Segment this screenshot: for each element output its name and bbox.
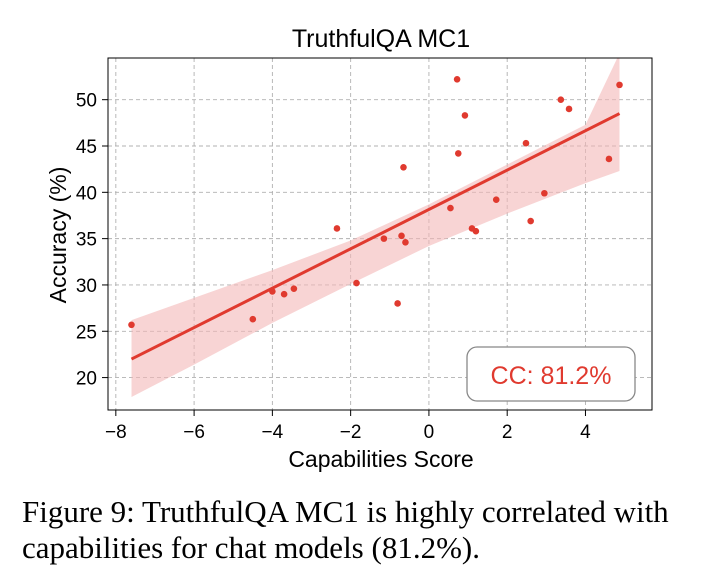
data-point [290,285,298,292]
y-tick-label: 35 [76,230,97,251]
figure-caption: Figure 9: TruthfulQA MC1 is highly corre… [22,494,669,565]
x-tick-label: 0 [424,422,435,443]
x-tick-label: −6 [183,422,205,443]
confidence-band [131,58,620,397]
data-point [353,279,360,287]
y-tick-label: 40 [76,183,97,204]
data-point [280,290,288,298]
data-point [128,321,135,329]
data-point [492,196,500,204]
data-point [527,217,534,225]
x-tick-label: 2 [502,422,513,443]
y-tick-label: 50 [76,91,97,112]
data-point [249,315,257,323]
x-tick-label: −4 [262,422,284,443]
x-tick-label: 4 [580,422,591,443]
data-point [472,227,480,235]
y-axis-label: Accuracy (%) [45,167,71,304]
plot-frame [107,57,653,411]
scatter-chart: TruthfulQA MC1 −8 −6 −4 −2 0 2 4 20 25 30 35 40 45 50… [45,25,653,472]
data-point [398,232,405,240]
data-point [447,204,454,212]
data-point [453,76,461,83]
data-point [605,155,613,163]
annotation-text: CC: 81.2% [491,362,612,390]
data-point [541,189,548,197]
data-point [454,150,462,157]
x-tick-label: −8 [105,422,127,443]
x-axis-label: Capabilities Score [288,446,473,472]
y-tick-label: 20 [76,369,97,390]
data-point [400,164,407,171]
data-point [394,300,401,307]
y-tick-label: 45 [76,137,97,158]
y-tick-label: 25 [76,322,97,343]
data-point [565,105,573,113]
y-tick-label: 30 [76,276,97,297]
correlation-annotation: CC: 81.2% [466,346,636,402]
axis-ticks: −8 −6 −4 −2 0 2 4 20 25 30 35 40 45 50 [76,91,591,443]
data-point [333,225,341,232]
data-point [269,288,276,295]
data-point [461,112,469,119]
data-point [557,96,565,103]
annotation-box [466,346,636,402]
data-point [616,81,623,89]
data-point [522,139,530,147]
confidence-band-layer [131,58,620,397]
data-point [380,235,388,242]
data-point [402,239,409,246]
fit-line-layer [130,112,621,361]
chart-title: TruthfulQA MC1 [292,25,470,53]
regression-line [130,112,621,361]
points-layer [128,76,623,329]
x-tick-label: −2 [340,422,362,443]
